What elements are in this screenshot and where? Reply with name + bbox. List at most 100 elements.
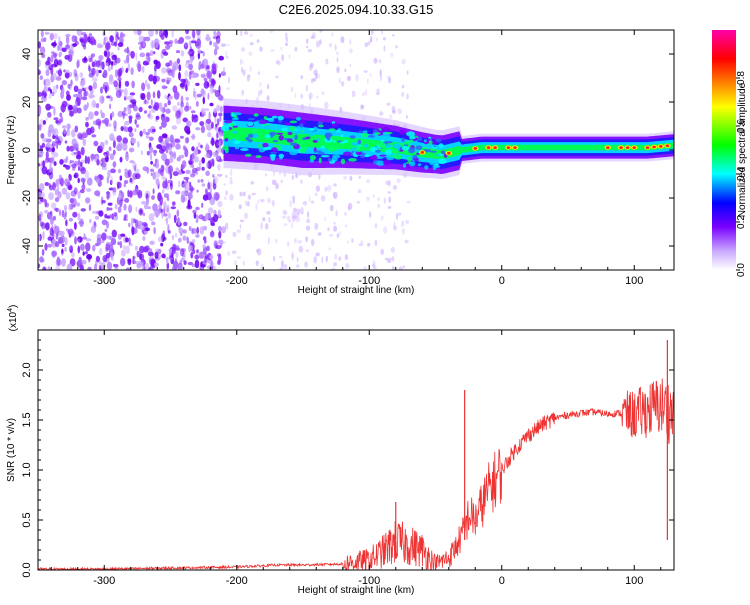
noise-speckle xyxy=(190,245,193,253)
signal-blob xyxy=(252,133,258,139)
noise-speckle xyxy=(117,110,124,118)
noise-speckle xyxy=(47,112,51,116)
noise-speckle xyxy=(183,176,190,180)
noise-speckle xyxy=(343,175,347,180)
noise-speckle xyxy=(65,33,71,38)
signal-blob xyxy=(401,145,410,151)
noise-speckle xyxy=(111,111,115,118)
noise-speckle xyxy=(401,58,406,65)
noise-speckle xyxy=(117,206,122,214)
noise-speckle xyxy=(68,48,74,58)
noise-speckle xyxy=(288,54,291,59)
noise-speckle xyxy=(119,240,123,249)
noise-speckle xyxy=(104,213,108,219)
noise-speckle xyxy=(146,91,151,101)
noise-speckle xyxy=(137,220,143,226)
noise-speckle xyxy=(178,71,181,81)
noise-speckle xyxy=(61,100,68,108)
noise-speckle xyxy=(347,202,353,210)
noise-speckle xyxy=(140,200,147,205)
noise-speckle xyxy=(236,256,242,259)
noise-speckle xyxy=(211,158,215,167)
noise-speckle xyxy=(307,48,312,53)
noise-speckle xyxy=(334,44,337,51)
noise-speckle xyxy=(74,221,77,230)
noise-speckle xyxy=(206,245,210,252)
noise-speckle xyxy=(57,44,60,52)
noise-speckle xyxy=(50,210,53,215)
noise-speckle xyxy=(395,212,399,220)
noise-speckle xyxy=(142,236,146,241)
signal-hotspot-core xyxy=(506,146,511,150)
noise-speckle xyxy=(130,67,134,75)
noise-speckle xyxy=(175,117,182,125)
noise-speckle xyxy=(135,112,140,118)
signal-blob xyxy=(375,149,381,153)
noise-speckle xyxy=(112,187,117,193)
noise-speckle xyxy=(86,253,93,260)
noise-speckle xyxy=(229,194,234,201)
noise-speckle xyxy=(175,167,179,172)
noise-speckle xyxy=(372,194,375,198)
noise-speckle xyxy=(76,202,80,207)
noise-speckle xyxy=(51,42,57,47)
colorbar-tick-label: 0.8 xyxy=(736,71,747,85)
noise-speckle xyxy=(294,93,297,99)
snr-multiplier: (x104) xyxy=(7,305,19,332)
noise-speckle xyxy=(61,243,65,248)
noise-speckle xyxy=(145,36,151,42)
noise-speckle xyxy=(45,150,49,160)
signal-blob xyxy=(386,156,395,161)
signal-blob xyxy=(409,161,416,167)
colorbar-tick-label: 0.6 xyxy=(736,119,747,133)
noise-speckle xyxy=(376,88,380,95)
noise-speckle xyxy=(246,74,251,82)
noise-speckle xyxy=(185,35,191,40)
noise-speckle xyxy=(112,149,116,156)
noise-speckle xyxy=(170,206,176,210)
noise-speckle xyxy=(59,159,64,165)
noise-speckle xyxy=(284,223,288,226)
noise-speckle xyxy=(52,229,55,239)
signal-blob xyxy=(287,131,293,136)
noise-speckle xyxy=(291,222,294,229)
noise-speckle xyxy=(183,260,187,265)
noise-speckle xyxy=(73,187,78,195)
noise-speckle xyxy=(308,196,311,203)
signal-blob xyxy=(401,137,405,143)
noise-speckle xyxy=(119,175,123,181)
noise-speckle xyxy=(201,157,205,164)
noise-speckle xyxy=(88,73,95,78)
noise-speckle xyxy=(206,82,210,87)
noise-speckle xyxy=(38,107,42,115)
signal-hotspot-core xyxy=(486,146,491,150)
noise-speckle xyxy=(123,96,127,101)
noise-speckle xyxy=(171,30,174,38)
noise-speckle xyxy=(174,245,180,250)
noise-speckle xyxy=(130,217,134,226)
signal-blob xyxy=(305,136,311,140)
noise-speckle xyxy=(233,232,237,238)
noise-speckle xyxy=(246,233,251,241)
noise-speckle xyxy=(127,50,131,56)
noise-speckle xyxy=(191,74,196,79)
signal-hotspot-core xyxy=(619,146,623,150)
noise-speckle xyxy=(163,213,168,217)
colorbar-ticks: 0.0 0.2 0.4 0.6 0.8 xyxy=(736,71,747,277)
noise-speckle xyxy=(45,103,51,111)
noise-speckle xyxy=(186,120,192,127)
signal-blob xyxy=(265,117,275,121)
signal-blob xyxy=(377,142,387,148)
noise-speckle xyxy=(68,174,72,182)
noise-speckle xyxy=(290,87,293,92)
noise-speckle xyxy=(141,222,148,227)
noise-speckle xyxy=(217,239,224,245)
noise-speckle xyxy=(219,115,222,122)
noise-speckle xyxy=(86,156,91,164)
noise-speckle xyxy=(259,46,263,52)
noise-speckle xyxy=(101,200,106,204)
noise-speckle xyxy=(109,133,115,141)
noise-speckle xyxy=(148,74,154,82)
noise-speckle xyxy=(61,187,68,195)
noise-speckle xyxy=(392,109,396,114)
